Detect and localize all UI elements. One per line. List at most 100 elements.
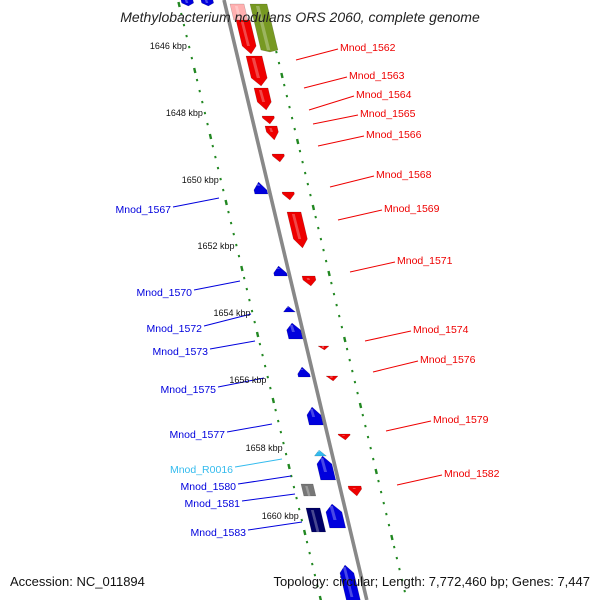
inner-tick-mark — [187, 45, 191, 49]
outer-tick-mark — [319, 237, 323, 241]
gene-mnod-1582-highlight — [352, 488, 356, 489]
scale-label-1648-kbp: 1648 kbp — [166, 108, 203, 118]
outer-tick-mark — [317, 226, 320, 230]
gene-mnod-1582-shape — [347, 485, 362, 497]
genome-backbone — [222, 0, 369, 600]
gene-mnod-r0016-highlight — [317, 450, 320, 452]
inner-tick-mark — [300, 518, 304, 522]
inner-tick-mark — [211, 144, 214, 148]
leader-mnod-1568 — [329, 175, 375, 188]
inner-tick-mark — [182, 23, 186, 27]
gene-mnod-1583b-highlight — [329, 506, 337, 520]
gene-mnod-1577-shape — [306, 406, 324, 426]
outer-tick-mark — [311, 204, 316, 211]
inner-tick-mark — [316, 584, 319, 588]
gene-mnod-1563-shape — [245, 55, 268, 87]
scale-label-1656-kbp: 1656 kbp — [229, 375, 266, 385]
gene-bottom-blue — [339, 564, 361, 600]
inner-tick-mark — [201, 100, 204, 104]
gene-mnod-1564 — [253, 87, 272, 111]
outer-tick-mark — [403, 589, 406, 593]
inner-tick-mark — [276, 419, 280, 423]
leader-mnod-1564 — [308, 95, 355, 111]
outer-tick-mark — [288, 105, 291, 109]
inner-tick-mark — [195, 78, 199, 82]
label-mnod-1582: Mnod_1582 — [444, 468, 500, 480]
inner-tick-mark — [235, 243, 238, 247]
gene-olive-highlight — [255, 6, 271, 50]
gene-top-blue-a — [180, 0, 194, 7]
outer-tick-mark — [295, 138, 300, 145]
inner-tick-mark — [245, 287, 249, 291]
leader-mnod-1563 — [303, 76, 348, 89]
map-title: Methylobacterium nodulans ORS 2060, comp… — [120, 9, 480, 25]
outer-tick-mark — [361, 413, 365, 417]
inner-tick-mark — [190, 56, 194, 60]
outer-tick-mark — [283, 83, 286, 87]
inner-tick-mark — [290, 474, 293, 478]
gene-mnod-1575-shape — [297, 366, 311, 378]
inner-tick-mark — [263, 364, 267, 368]
label-leader-lines — [172, 48, 443, 531]
gene-mnod-1579-highlight — [342, 435, 345, 436]
outer-tick-mark — [343, 336, 347, 343]
inner-tick-mark — [248, 298, 251, 302]
outer-tick-mark — [285, 94, 289, 98]
label-mnod-1565: Mnod_1565 — [360, 108, 416, 120]
inner-tick-mark — [318, 595, 323, 600]
gene-top-blue-a-highlight — [184, 0, 189, 3]
gene-mnod-r0016 — [313, 449, 328, 457]
gene-mnod-1576 — [325, 375, 339, 382]
outer-tick-mark — [369, 446, 372, 450]
outer-tick-mark — [309, 193, 312, 197]
outer-tick-mark — [379, 490, 383, 494]
gene-mnod-1577-highlight — [309, 409, 316, 417]
leader-mnod-1576 — [372, 360, 419, 373]
leader-mnod-1582 — [396, 474, 443, 486]
inner-tick-mark — [284, 452, 288, 456]
accession-text: Accession: NC_011894 — [10, 574, 145, 589]
gene-mnod-1565-shape — [261, 115, 275, 125]
leader-mnod-1583 — [247, 521, 303, 531]
leader-mnod-1572 — [203, 313, 252, 327]
gene-mnod-1573-shape — [286, 322, 304, 340]
gene-mnod-1581-shape — [300, 483, 317, 497]
gene-mnod-1572-shape — [282, 305, 297, 313]
gene-mnod-1574 — [317, 345, 330, 351]
inner-tick-mark — [193, 67, 197, 74]
gene-mnod-1567-shape — [253, 181, 269, 195]
inner-tick-mark — [216, 166, 220, 170]
gene-mnod-1582 — [347, 485, 362, 497]
label-mnod-1574: Mnod_1574 — [413, 324, 469, 336]
outer-tick-mark — [277, 61, 281, 65]
leader-mnod-1569 — [337, 209, 383, 221]
outer-tick-mark — [301, 160, 304, 164]
label-mnod-1581: Mnod_1581 — [185, 498, 241, 510]
gene-mnod-1576-shape — [325, 375, 339, 382]
gene-top-blue-a-shape — [180, 0, 194, 7]
label-mnod-1568: Mnod_1568 — [376, 169, 432, 181]
gene-mnod-1576-highlight — [330, 376, 333, 378]
gene-mnod-1571-shape — [301, 275, 317, 287]
leader-mnod-1580 — [237, 475, 292, 485]
outer-tick-mark — [337, 314, 341, 318]
leader-mnod-1581 — [241, 493, 296, 502]
gene-mnod-1574-shape — [317, 345, 330, 351]
outer-tick-mark — [400, 578, 404, 582]
gene-mnod-1573 — [286, 322, 304, 340]
gene-mnod-1571 — [301, 275, 317, 287]
gene-mnod-r0016-shape — [313, 449, 328, 457]
outer-tick-mark — [345, 347, 349, 351]
label-mnod-1577: Mnod_1577 — [170, 429, 226, 441]
gene-mnod-1575-highlight — [300, 369, 304, 370]
label-mnod-1580: Mnod_1580 — [181, 481, 237, 493]
inner-tick-mark — [224, 199, 228, 206]
gene-pink-highlight — [234, 6, 242, 20]
gene-top-blue-b-shape — [200, 0, 214, 7]
gene-mnod-1579-shape — [337, 433, 351, 441]
scale-label-1660-kbp: 1660 kbp — [262, 511, 299, 521]
leader-mnod-1565 — [312, 114, 359, 125]
outer-tick-mark — [366, 435, 370, 439]
gene-mnod-1570-shape — [273, 265, 288, 277]
leader-mnod-1573 — [209, 340, 256, 350]
